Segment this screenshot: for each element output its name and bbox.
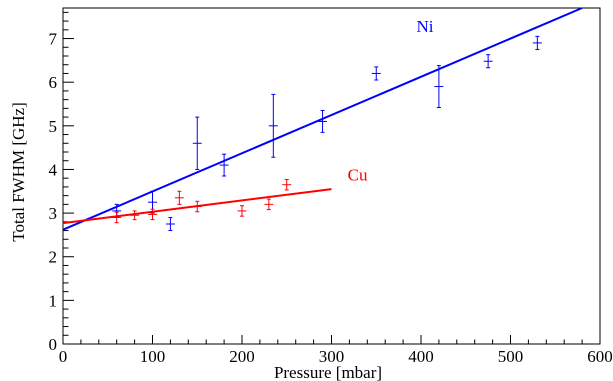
tick-labels: 0 100 200 300 400 500 600 0 1 2 3 4 5 6 7	[49, 30, 613, 366]
y-tick-label: 5	[49, 117, 58, 136]
y-tick-label: 1	[49, 291, 58, 310]
plot-frame	[62, 7, 601, 345]
data-point	[165, 216, 175, 232]
x-tick-label: 300	[319, 347, 345, 366]
x-tick-label: 500	[498, 347, 524, 366]
data-point	[112, 211, 122, 224]
data-point	[371, 66, 381, 81]
data-point	[483, 54, 493, 69]
data-point	[282, 178, 292, 191]
data-points	[112, 35, 542, 232]
y-tick-label: 6	[49, 73, 58, 92]
series-cu	[112, 178, 292, 224]
y-tick-label: 2	[49, 248, 58, 267]
data-point	[264, 198, 274, 211]
data-point	[148, 208, 157, 221]
data-point	[192, 200, 202, 213]
x-tick-label: 600	[587, 347, 613, 366]
series-label-ni: Ni	[417, 17, 434, 36]
x-axis-title: Pressure [mbar]	[274, 363, 382, 381]
x-tick-label: 100	[140, 347, 166, 366]
y-tick-label: 0	[49, 335, 58, 354]
labels: Pressure [mbar] Total FWHM [GHz] Ni Cu	[9, 17, 434, 381]
data-point	[130, 210, 140, 221]
data-point	[219, 153, 229, 177]
series-label-cu: Cu	[348, 165, 368, 184]
data-point	[268, 93, 278, 158]
data-point	[318, 110, 328, 133]
y-tick-label: 7	[49, 30, 58, 49]
y-tick-label: 3	[49, 204, 58, 223]
data-point	[434, 65, 444, 108]
data-point	[174, 190, 184, 205]
data-point	[192, 116, 202, 170]
data-point	[532, 35, 542, 50]
y-axis-title: Total FWHM [GHz]	[9, 102, 28, 242]
x-tick-label: 200	[229, 347, 255, 366]
y-tick-label: 4	[49, 160, 58, 179]
x-tick-label: 400	[408, 347, 434, 366]
data-point	[237, 205, 247, 217]
x-tick-label: 0	[59, 347, 68, 366]
